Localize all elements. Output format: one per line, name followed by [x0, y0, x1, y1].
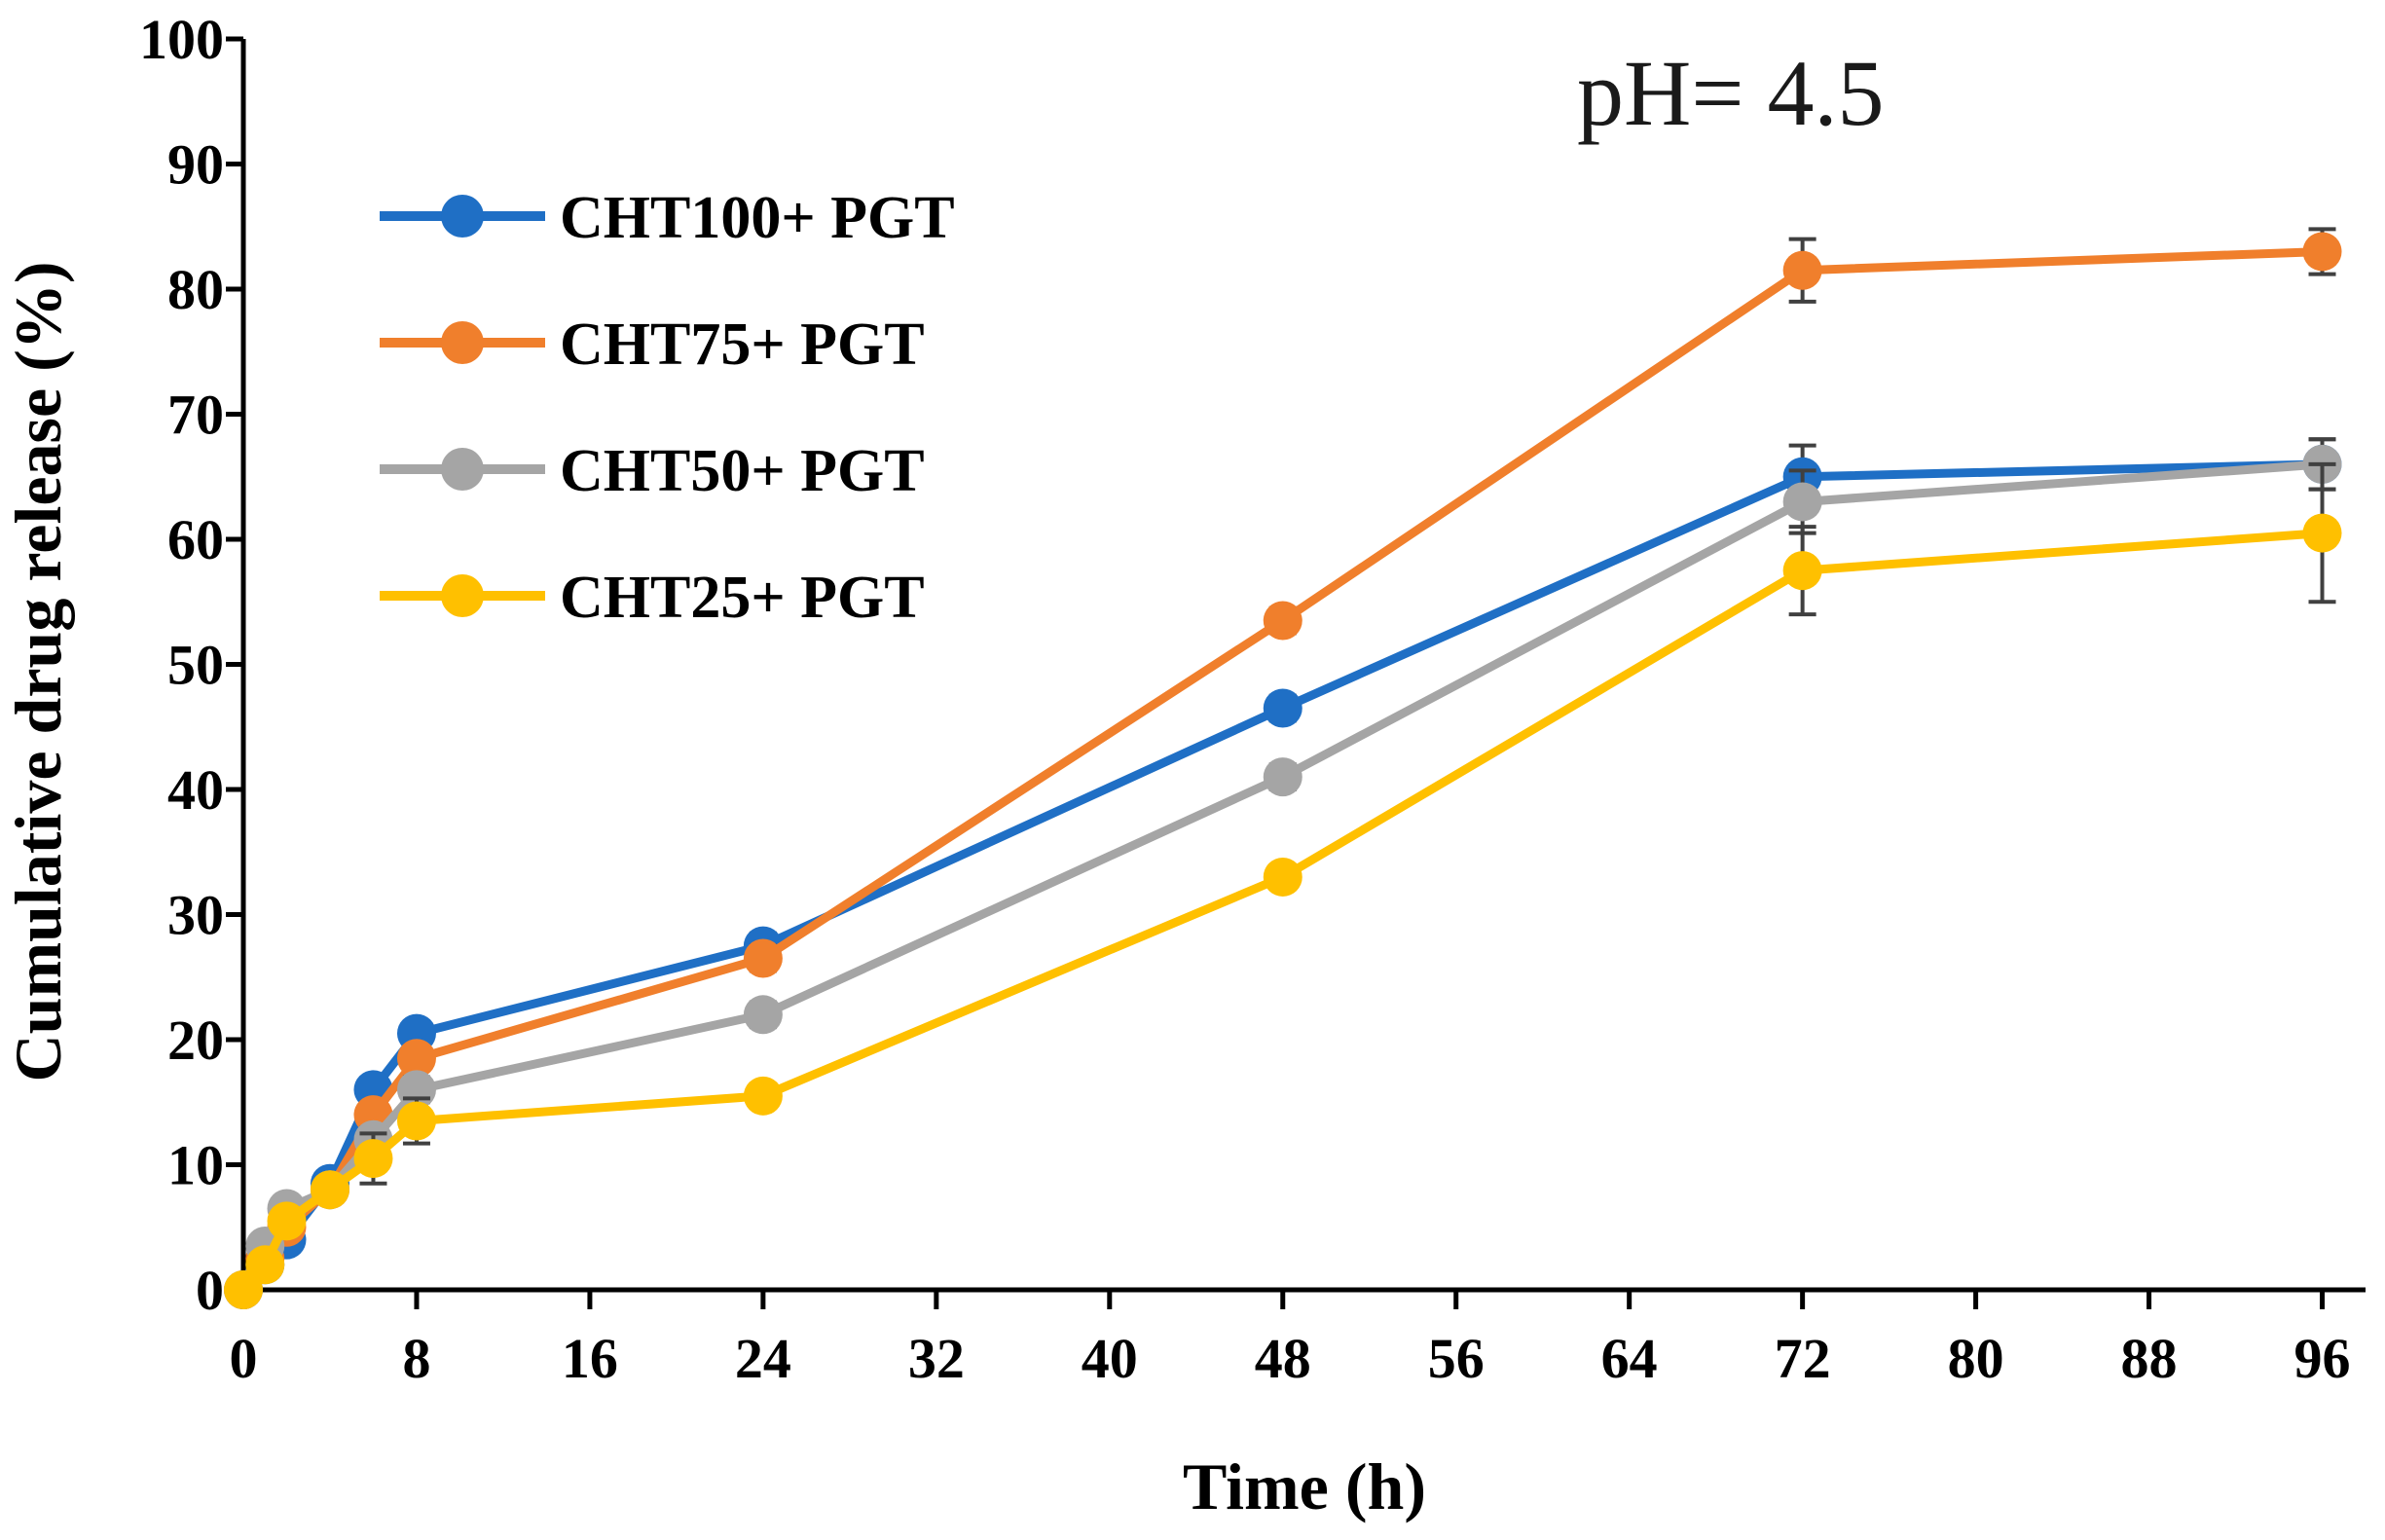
data-point: [2302, 232, 2342, 272]
legend-swatch-marker: [441, 195, 484, 238]
legend-swatch-marker: [441, 448, 484, 491]
data-point: [1263, 601, 1303, 641]
data-point: [743, 938, 783, 978]
y-tick-label: 100: [139, 8, 224, 71]
data-point: [353, 1139, 393, 1179]
data-point: [2302, 513, 2342, 553]
data-point: [743, 995, 783, 1035]
data-point: [267, 1201, 307, 1241]
y-tick-label: 10: [167, 1134, 224, 1197]
data-point: [1782, 551, 1822, 591]
y-tick-label: 90: [167, 133, 224, 197]
y-tick-label: 30: [167, 884, 224, 947]
x-tick-label: 88: [2121, 1327, 2178, 1390]
data-point: [1263, 688, 1303, 728]
data-point: [245, 1245, 285, 1285]
y-tick-label: 40: [167, 758, 224, 822]
data-point: [1263, 757, 1303, 797]
data-point: [743, 1076, 783, 1116]
legend-label: CHT100+ PGT: [560, 185, 955, 251]
x-tick-label: 48: [1255, 1327, 1311, 1390]
x-tick-label: 40: [1082, 1327, 1138, 1390]
x-tick-label: 56: [1428, 1327, 1485, 1390]
data-point: [396, 1039, 436, 1079]
legend-swatch-marker: [441, 574, 484, 617]
data-point: [1782, 482, 1822, 522]
series-line: [239, 529, 2323, 1293]
data-point: [1263, 857, 1303, 897]
series-4: [224, 461, 2342, 1309]
x-tick-label: 72: [1775, 1327, 1831, 1390]
legend-label: CHT50+ PGT: [560, 438, 925, 504]
data-point: [310, 1170, 349, 1210]
y-tick-label: 50: [167, 634, 224, 697]
legend: CHT100+ PGT CHT75+ PGT CHT50+ PGT CHT25+ PG…: [380, 185, 955, 631]
x-tick-label: 64: [1601, 1327, 1658, 1390]
data-point: [1782, 250, 1822, 290]
y-tick-label: 60: [167, 508, 224, 571]
y-tick-label: 0: [196, 1259, 224, 1322]
y-axis-title: Cumulative drug release (%): [1, 262, 75, 1082]
legend-label: CHT25+ PGT: [560, 565, 925, 631]
y-tick-label: 20: [167, 1008, 224, 1072]
x-axis-title: Time (h): [1183, 1449, 1426, 1523]
ph-annotation: pH= 4.5: [1577, 41, 1884, 145]
axes: 0 10 20 30 40 50 60 70 80 90 100 0 8 16 24 32 40 48 56 64 72…: [139, 8, 2366, 1390]
y-tick-label: 80: [167, 258, 224, 321]
legend-label: CHT75+ PGT: [560, 312, 925, 378]
x-tick-label: 16: [562, 1327, 618, 1390]
y-tick-label: 70: [167, 384, 224, 447]
x-tick-label: 80: [1948, 1327, 2004, 1390]
x-tick-label: 32: [908, 1327, 965, 1390]
x-tick-label: 0: [230, 1327, 258, 1390]
x-tick-label: 96: [2294, 1327, 2351, 1390]
x-tick-label: 8: [402, 1327, 430, 1390]
legend-swatch-marker: [441, 321, 484, 364]
data-point: [396, 1101, 436, 1141]
x-tick-label: 24: [735, 1327, 791, 1390]
series-layer: [224, 227, 2342, 1309]
